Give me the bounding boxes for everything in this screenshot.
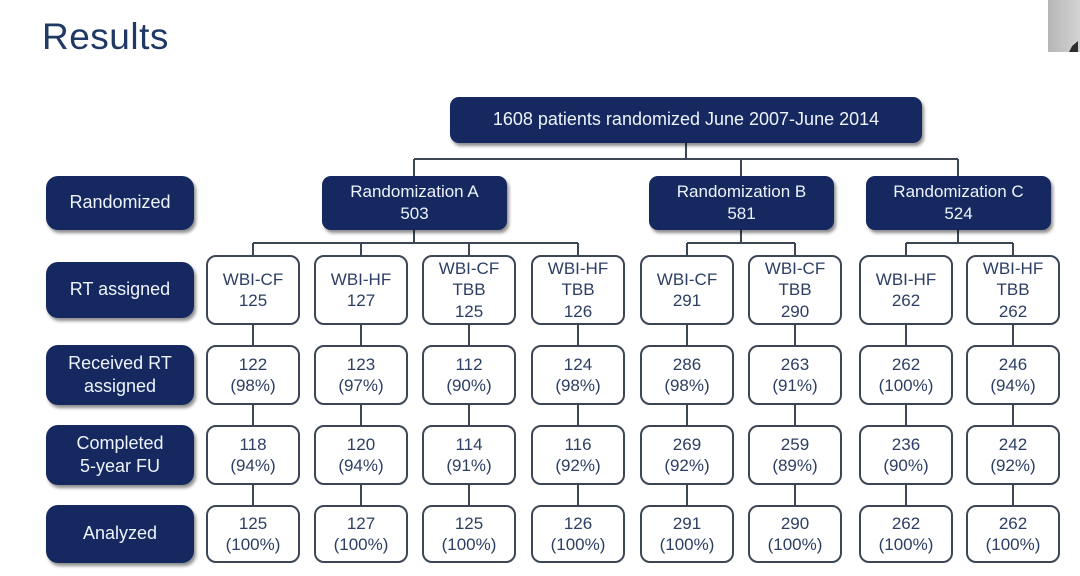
node-arm3-analyzed: 125 (100%) [422,505,516,563]
node-arm8-analyzed: 262 (100%) [966,505,1060,563]
node-arm1-received: 122 (98%) [206,345,300,405]
node-arm2-rt-assigned: WBI-HF 127 [314,255,408,325]
node-arm7-rt-assigned: WBI-HF 262 [859,255,953,325]
node-arm4-completed: 116 (92%) [531,425,625,485]
node-arm7-analyzed: 262 (100%) [859,505,953,563]
node-arm7-completed: 236 (90%) [859,425,953,485]
node-arm5-received: 286 (98%) [640,345,734,405]
node-root: 1608 patients randomized June 2007-June … [450,97,922,143]
node-randomization-a: Randomization A 503 [322,176,507,230]
node-randomization-c: Randomization C 524 [866,176,1051,230]
overlay-dark-spot [1069,41,1078,52]
row-label-randomized: Randomized [46,176,194,230]
node-arm3-completed: 114 (91%) [422,425,516,485]
node-arm1-completed: 118 (94%) [206,425,300,485]
node-arm1-rt-assigned: WBI-CF 125 [206,255,300,325]
node-arm7-received: 262 (100%) [859,345,953,405]
node-arm5-completed: 269 (92%) [640,425,734,485]
row-label-analyzed: Analyzed [46,505,194,563]
node-arm4-received: 124 (98%) [531,345,625,405]
node-arm6-rt-assigned: WBI-CF TBB 290 [748,255,842,325]
node-arm8-completed: 242 (92%) [966,425,1060,485]
node-arm6-analyzed: 290 (100%) [748,505,842,563]
node-randomization-b: Randomization B 581 [649,176,834,230]
node-arm8-rt-assigned: WBI-HF TBB 262 [966,255,1060,325]
node-arm3-rt-assigned: WBI-CF TBB 125 [422,255,516,325]
node-arm2-completed: 120 (94%) [314,425,408,485]
row-label-received-rt: Received RT assigned [46,345,194,405]
node-arm2-analyzed: 127 (100%) [314,505,408,563]
row-label-rt-assigned: RT assigned [46,262,194,318]
node-arm5-rt-assigned: WBI-CF 291 [640,255,734,325]
page-title: Results [42,16,169,57]
node-arm3-received: 112 (90%) [422,345,516,405]
node-arm4-rt-assigned: WBI-HF TBB 126 [531,255,625,325]
node-arm4-analyzed: 126 (100%) [531,505,625,563]
node-arm6-completed: 259 (89%) [748,425,842,485]
row-label-completed-fu: Completed 5-year FU [46,425,194,485]
video-overlay [1048,0,1080,52]
node-arm1-analyzed: 125 (100%) [206,505,300,563]
node-arm5-analyzed: 291 (100%) [640,505,734,563]
node-arm6-received: 263 (91%) [748,345,842,405]
node-arm2-received: 123 (97%) [314,345,408,405]
node-arm8-received: 246 (94%) [966,345,1060,405]
